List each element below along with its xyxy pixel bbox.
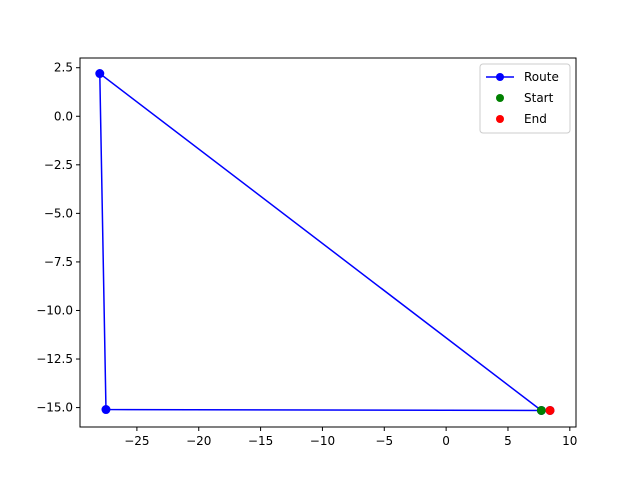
- x-tick-label: −10: [310, 434, 335, 448]
- legend-end-marker: [496, 115, 504, 123]
- start-point: [536, 405, 546, 415]
- legend-route-label: Route: [524, 70, 559, 84]
- legend-box: [479, 63, 571, 134]
- y-tick-label: 0.0: [54, 109, 73, 123]
- x-tick-label: 10: [562, 434, 577, 448]
- y-tick-label: −10.0: [36, 303, 73, 317]
- plot-border: [79, 57, 577, 428]
- x-tick-label: −20: [186, 434, 211, 448]
- y-tick-label: −7.5: [44, 255, 73, 269]
- route-point: [95, 69, 105, 79]
- y-axis: 2.5 0.0 −2.5 −5.0 −7.5 −10.0 −12.5 −15.0: [36, 61, 80, 415]
- x-tick-label: −25: [124, 434, 149, 448]
- y-tick-label: −15.0: [36, 401, 73, 415]
- x-tick-label: −5: [375, 434, 393, 448]
- y-tick-label: 2.5: [54, 61, 73, 75]
- end-point: [545, 405, 555, 415]
- x-tick-label: −15: [248, 434, 273, 448]
- legend-start-label: Start: [524, 91, 554, 105]
- x-axis: −25 −20 −15 −10 −5 0 5 10: [124, 427, 577, 448]
- route-point: [101, 405, 111, 415]
- y-tick-label: −2.5: [44, 158, 73, 172]
- y-tick-label: −12.5: [36, 352, 73, 366]
- legend-end-label: End: [524, 112, 547, 126]
- x-tick-label: 0: [442, 434, 450, 448]
- y-tick-label: −5.0: [44, 206, 73, 220]
- legend-route-marker: [496, 73, 504, 81]
- x-tick-label: 5: [504, 434, 512, 448]
- legend: Route Start End: [479, 63, 571, 134]
- series-layer: [95, 69, 555, 415]
- legend-start-marker: [496, 94, 504, 102]
- route-line: [99, 71, 551, 412]
